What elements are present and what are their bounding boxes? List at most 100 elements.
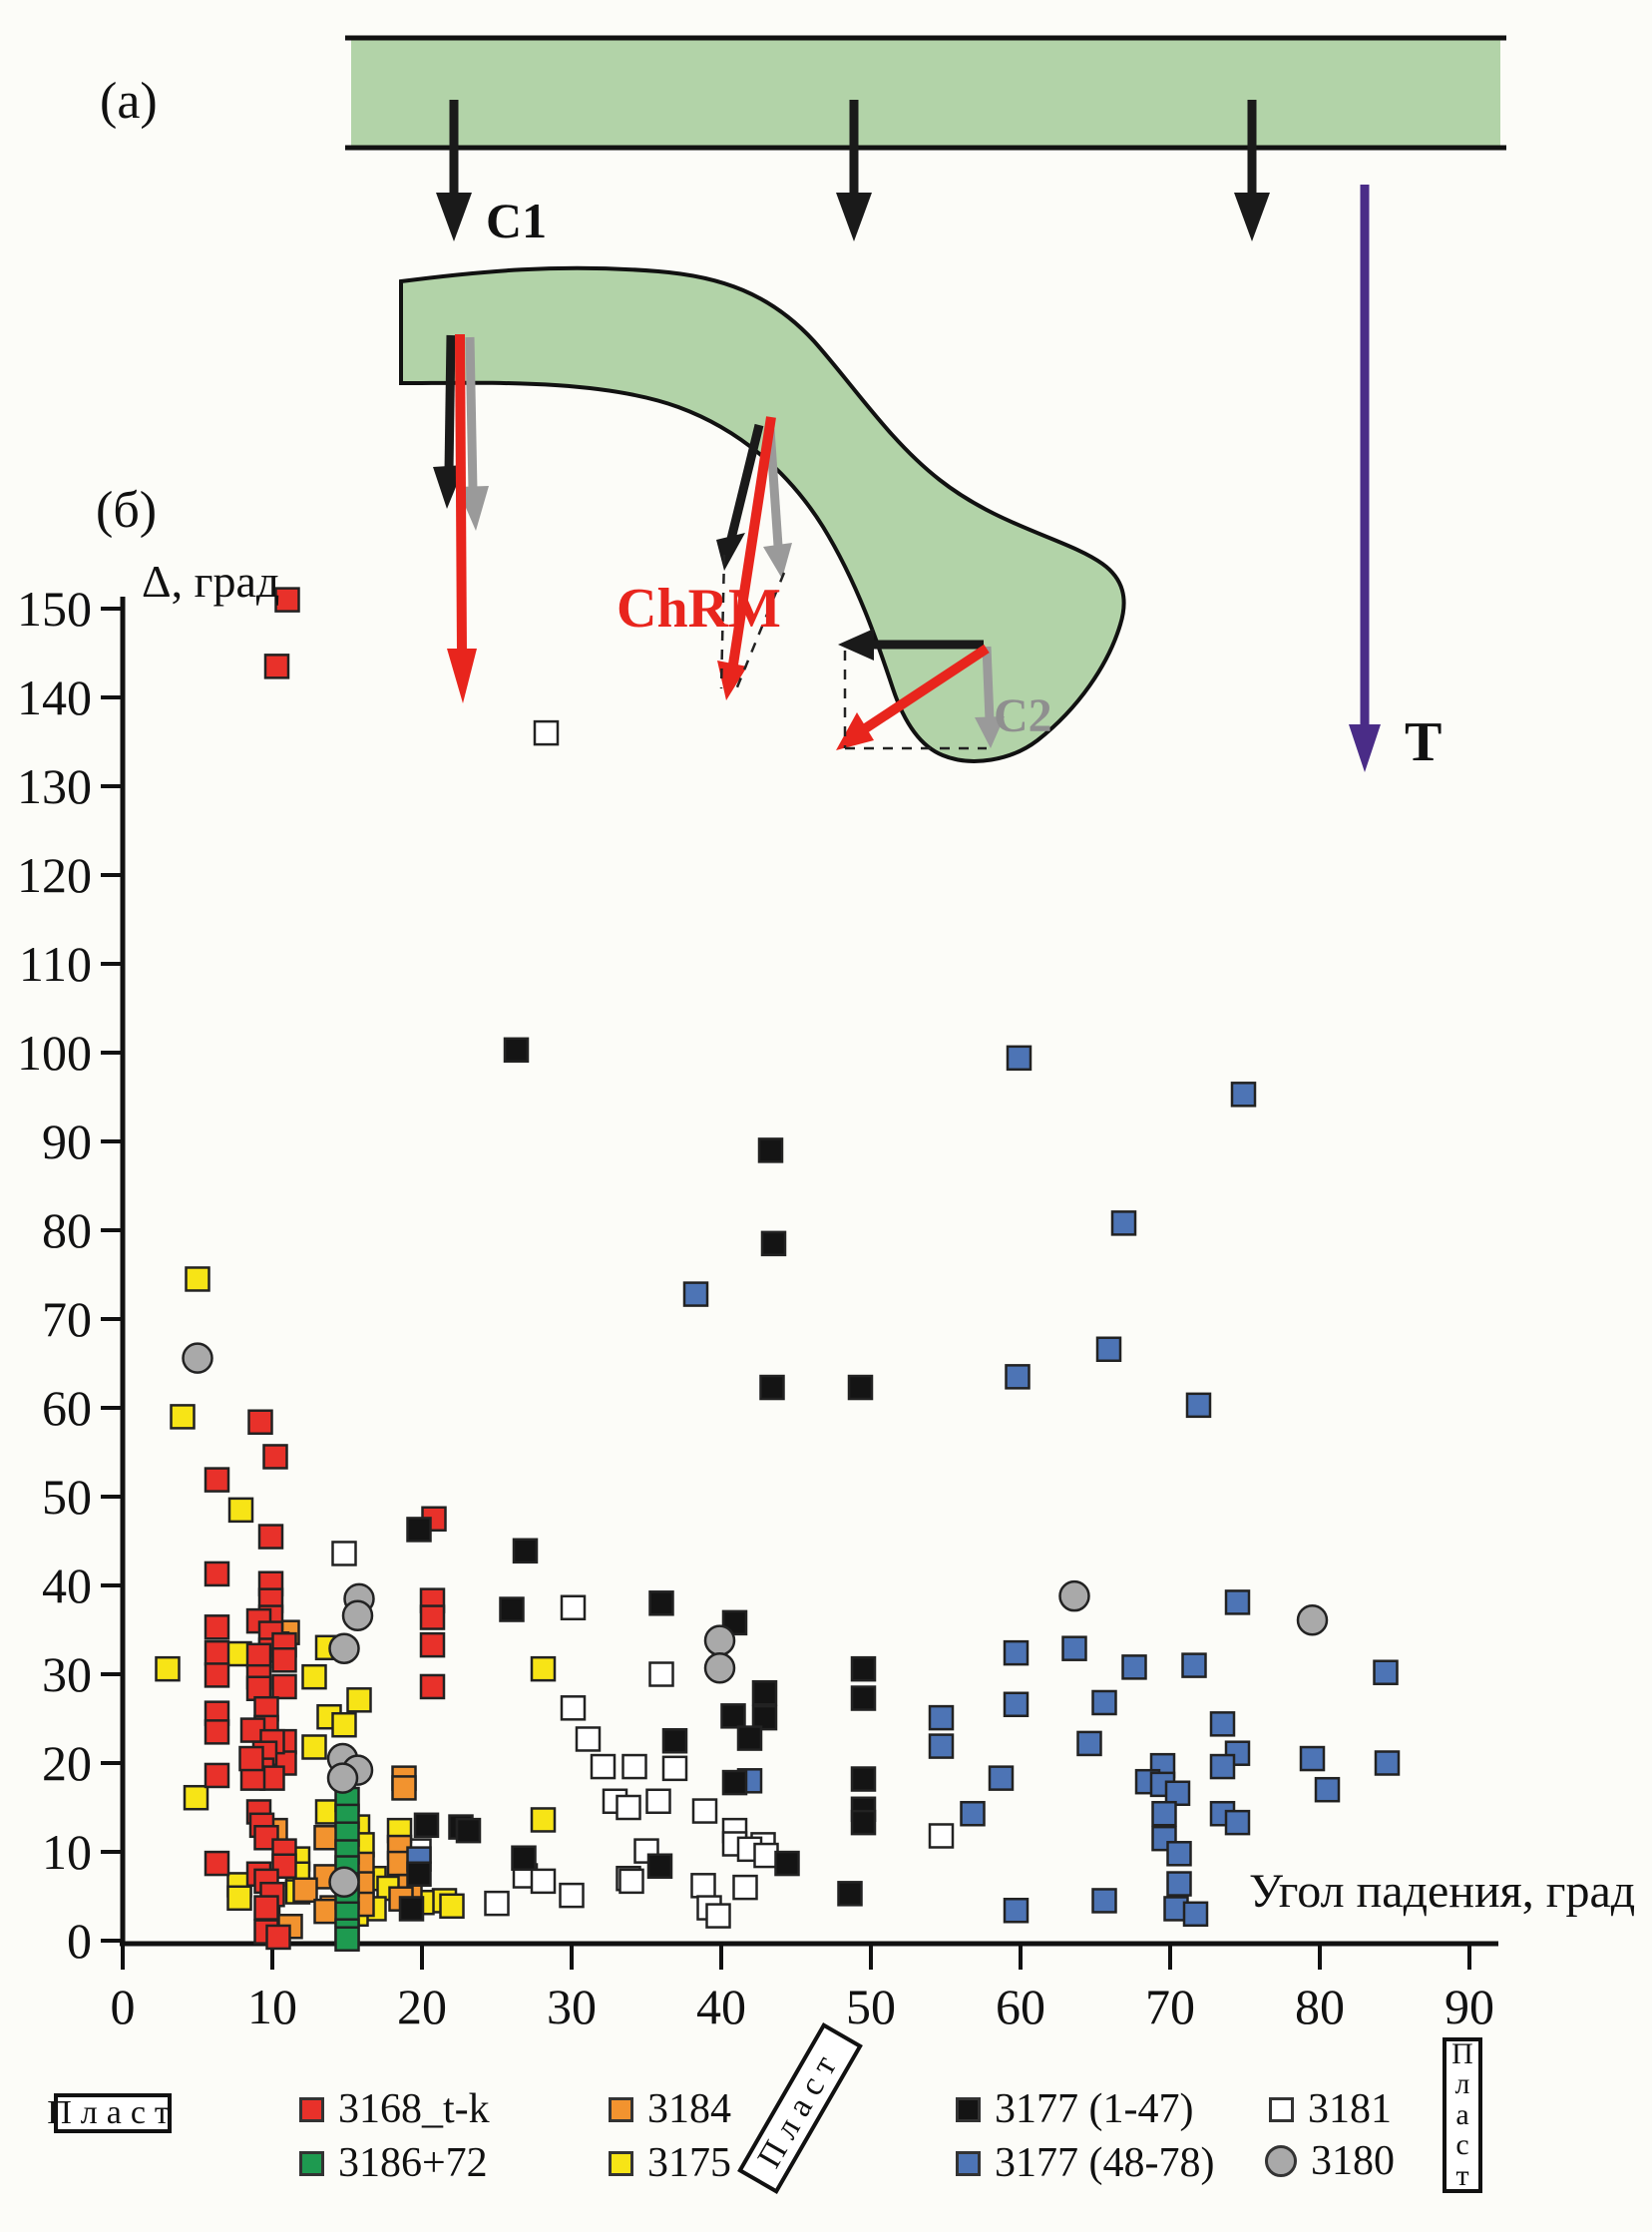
data-point-3168_t-k [274,587,300,613]
legend-item-3168: 3168_t-k [299,2085,490,2133]
data-point-3177 (48-78) [988,1765,1015,1791]
data-point-3177 (1-47) [760,1230,787,1257]
data-point-3168_t-k [271,1673,297,1700]
data-point-3168_t-k [204,1467,230,1493]
data-point-3180 [1296,1603,1329,1636]
data-point-3177 (48-78) [1299,1745,1326,1772]
data-point-3177 (1-47) [455,1817,482,1844]
data-point-3168_t-k [204,1662,230,1688]
data-point-3181 [645,1788,671,1815]
data-point-3177 (1-47) [751,1679,778,1706]
data-point-3177 (1-47) [837,1881,863,1907]
x-tick-label: 0 [111,1979,136,2034]
data-point-3177 (1-47) [398,1896,425,1922]
data-point-3177 (48-78) [1003,1897,1030,1924]
data-point-3175 [301,1734,327,1760]
data-point-3177 (48-78) [1151,1800,1177,1827]
data-point-3177 (1-47) [661,1728,688,1754]
data-point-3177 (48-78) [928,1704,955,1731]
plast-vertical-letter: л [1454,2067,1470,2101]
data-point-3177 (1-47) [850,1809,877,1836]
data-point-3181 [705,1903,731,1929]
data-point-3180 [328,1866,360,1899]
data-point-3177 (1-47) [512,1538,539,1564]
data-point-3181 [753,1842,779,1869]
data-point-3181 [661,1755,688,1782]
data-point-3184 [313,1898,339,1925]
legend-item-3184: 3184 [609,2085,731,2133]
data-point-3177 (48-78) [1164,1780,1191,1807]
y-tick-label: 10 [42,1824,92,1880]
data-point-3177 (1-47) [503,1037,530,1064]
chrm-label: ChRM [617,578,781,640]
legend-swatch-3181 [1269,2096,1294,2122]
y-tick-label: 110 [19,936,92,992]
data-point-3177 (1-47) [759,1374,785,1401]
data-point-3177 (48-78) [1121,1654,1147,1680]
legend-label-3181: 3181 [1308,2086,1392,2132]
data-point-3177 (1-47) [850,1766,877,1792]
data-point-3177 (48-78) [1209,1753,1236,1780]
data-point-3177 (48-78) [1230,1082,1257,1108]
y-axis-title: Δ, град [142,556,280,607]
plast-vertical-letter: П [1451,2036,1473,2070]
y-tick-label: 40 [42,1558,92,1613]
data-point-3177 (48-78) [1091,1689,1117,1716]
plast-box-left: Пласт [47,2093,172,2133]
data-point-3168_t-k [265,1924,291,1951]
data-point-3177 (48-78) [1166,1871,1192,1897]
data-point-3168_t-k [419,1631,446,1658]
data-point-3177 (1-47) [850,1685,877,1711]
data-point-3168_t-k [245,1642,272,1669]
data-point-3177 (48-78) [928,1733,955,1759]
data-point-3175 [346,1687,372,1713]
data-point-3175 [530,1807,557,1833]
data-point-3180 [182,1342,213,1374]
data-point-3177 (1-47) [646,1853,673,1879]
data-point-3168_t-k [419,1673,446,1700]
data-point-3180 [341,1599,374,1632]
y-tick-label: 20 [42,1735,92,1791]
y-tick-label: 140 [17,670,92,725]
y-tick-label: 70 [42,1291,92,1347]
data-point-3181 [648,1661,674,1687]
data-point-3168_t-k [263,654,290,679]
data-point-3177 (1-47) [847,1374,874,1401]
x-tick-label: 30 [547,1979,597,2034]
data-point-3177 (48-78) [1209,1711,1236,1737]
data-point-3177 (48-78) [1224,1589,1251,1615]
data-point-3180 [328,1632,360,1664]
data-point-3177 (48-78) [1091,1888,1117,1914]
data-point-3168_t-k [262,1444,288,1470]
c1-arrow-1 [436,100,472,241]
data-point-3184 [391,1775,417,1801]
data-point-3177 (48-78) [1110,1210,1137,1236]
data-point-3181 [621,1753,647,1780]
data-point-3168_t-k [247,1409,273,1435]
data-point-3175 [183,1784,209,1811]
legend-swatch-3180 [1265,2145,1297,2177]
panel-a-label: (а) [100,73,158,130]
data-point-3175 [227,1497,254,1524]
data-point-3168_t-k [204,1561,230,1587]
data-point-3175 [301,1663,327,1690]
legend-item-3177b: 3177 (48-78) [956,2139,1214,2187]
legend-item-3181: 3181 [1269,2085,1392,2133]
data-point-3177 (48-78) [960,1800,986,1827]
data-point-3168_t-k [253,1895,279,1921]
data-point-3181 [590,1753,617,1780]
data-point-3168_t-k [419,1604,446,1630]
data-point-3168_t-k [204,1614,230,1640]
data-point-3181 [575,1726,602,1752]
hinge-vectors [836,629,1005,750]
data-point-3168_t-k [204,1639,230,1666]
legend-label-3184: 3184 [647,2086,731,2132]
legend-label-3168: 3168_t-k [338,2086,490,2132]
x-tick-label: 70 [1145,1979,1195,2034]
y-tick-label: 150 [17,581,92,637]
y-tick-label: 80 [42,1202,92,1258]
c1-arrow-2 [836,100,872,241]
data-point-3175 [185,1266,210,1292]
